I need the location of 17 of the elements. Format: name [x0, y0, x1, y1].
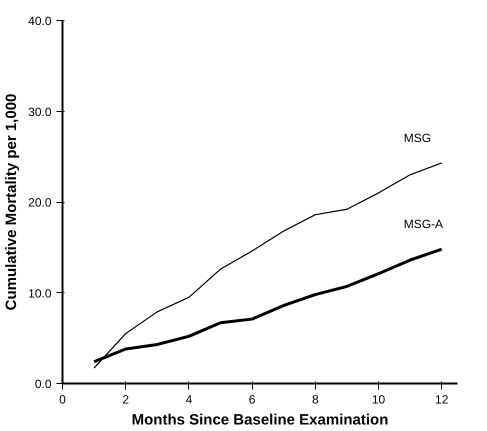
series-label: MSG — [404, 130, 432, 145]
x-tick-label: 10 — [372, 392, 386, 406]
series-label: MSG-A — [404, 217, 444, 232]
x-tick-label: 6 — [248, 392, 256, 406]
x-tick-label: 2 — [122, 392, 130, 406]
x-axis-title: Months Since Baseline Examination — [132, 412, 388, 428]
y-axis-title: Cumulative Mortality per 1,000 — [3, 94, 20, 310]
y-tick-label: 0.0 — [34, 377, 52, 391]
y-tick-label: 40.0 — [28, 14, 52, 28]
x-tick-label: 4 — [186, 392, 193, 406]
y-tick-label: 20.0 — [28, 196, 52, 210]
line-series — [94, 162, 442, 369]
y-tick-label: 10.0 — [28, 286, 52, 300]
x-tick-label: 12 — [435, 392, 449, 406]
y-tick-label: 30.0 — [28, 104, 52, 119]
x-tick-label: 0 — [59, 392, 66, 406]
x-tick-label: 8 — [312, 392, 319, 406]
